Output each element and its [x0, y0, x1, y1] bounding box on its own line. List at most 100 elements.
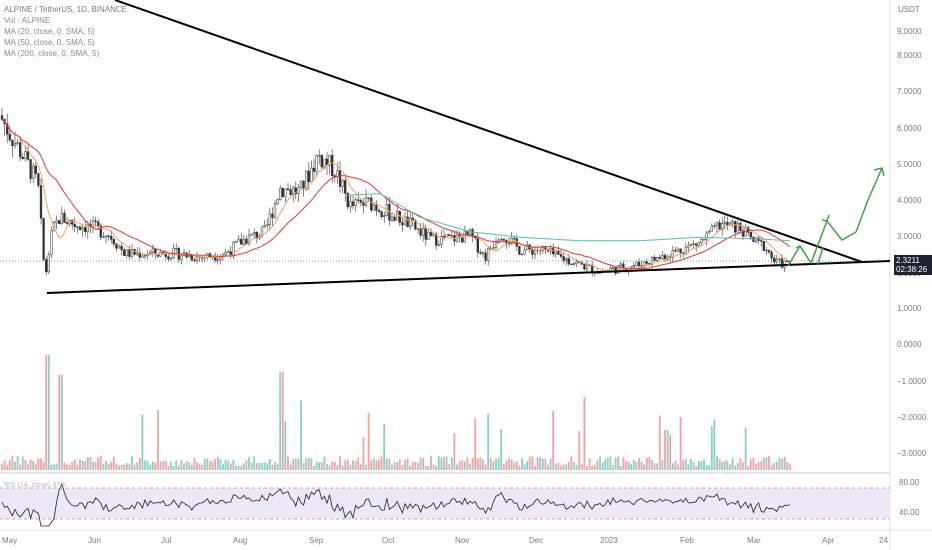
- candle-body: [377, 210, 381, 213]
- volume-bar: [354, 460, 357, 470]
- ma50-line: [1, 119, 791, 270]
- volume-bar: [289, 464, 292, 470]
- volume-bar: [258, 462, 261, 470]
- candle-body: [63, 212, 66, 223]
- rsi-legend[interactable]: RSI (14, close) 37.5: [4, 482, 66, 489]
- volume-bar: [510, 459, 513, 470]
- volume-bar: [245, 460, 248, 470]
- candle-body: [393, 216, 396, 221]
- candle-body: [687, 245, 690, 248]
- candle-body: [136, 252, 139, 255]
- candle-body: [318, 155, 321, 157]
- volume-bar: [445, 456, 448, 470]
- volume-bar: [583, 397, 586, 470]
- candle-body: [247, 234, 251, 244]
- time-tick: Dec: [529, 536, 543, 545]
- volume-bar: [697, 461, 700, 470]
- candle-body: [315, 155, 318, 172]
- candle-body: [216, 258, 219, 261]
- candle-body: [169, 257, 173, 260]
- volume-bar: [458, 461, 461, 470]
- volume-bar: [237, 465, 240, 470]
- candle-body: [271, 213, 274, 218]
- volume-bar: [635, 461, 638, 470]
- candle-body: [123, 249, 126, 256]
- volume-bar: [307, 457, 310, 470]
- candle-body: [294, 187, 297, 194]
- candle-body: [312, 167, 316, 172]
- volume-bar: [320, 462, 323, 470]
- legend-ma200[interactable]: MA (200, close, 0, SMA, 5): [4, 49, 100, 58]
- volume-bar: [185, 461, 188, 470]
- legend-ma50[interactable]: MA (50, close, 0, SMA, 5): [4, 38, 95, 47]
- volume-bar: [768, 456, 770, 470]
- volume-bar: [24, 459, 27, 470]
- volume-bar: [302, 463, 305, 470]
- candle-body: [437, 244, 440, 246]
- candle-body: [151, 248, 154, 253]
- candle-body: [180, 255, 183, 260]
- candle-body: [780, 258, 784, 268]
- candle-body: [427, 232, 430, 240]
- rsi-axis[interactable]: 80.00 40.00: [899, 478, 920, 517]
- candle-body: [645, 261, 648, 264]
- candle-body: [24, 151, 27, 159]
- volume-bar: [37, 458, 40, 470]
- ma200-line: [344, 193, 791, 242]
- lower-trendline[interactable]: [46, 260, 891, 294]
- volume-bar: [133, 464, 136, 470]
- projection-breakout[interactable]: [855, 167, 883, 233]
- volume-bar: [177, 465, 180, 470]
- volume-bar: [336, 465, 339, 470]
- volume-bar: [370, 459, 373, 470]
- candle-body: [637, 261, 641, 266]
- volume-bar: [297, 458, 300, 470]
- candle-body: [487, 248, 490, 261]
- volume-bar: [463, 461, 466, 470]
- upper-trendline[interactable]: [114, 0, 863, 263]
- candle-body: [73, 224, 76, 227]
- volume-bar: [279, 372, 282, 470]
- volume-bar: [170, 461, 172, 470]
- volume-bar: [362, 437, 365, 470]
- legend-ma20[interactable]: MA (20, close, 0, SMA, 5): [4, 27, 95, 36]
- candle-body: [333, 175, 336, 178]
- candle-body: [255, 232, 258, 239]
- volume-bar: [679, 417, 682, 470]
- volume-bar: [138, 458, 141, 470]
- volume-bar: [1, 463, 3, 470]
- candle-body: [39, 185, 43, 219]
- volume-bar: [596, 460, 599, 470]
- volume-bar: [53, 464, 55, 470]
- volume-bar: [422, 457, 425, 470]
- volume-bar: [518, 465, 521, 470]
- volume-bar: [536, 457, 539, 470]
- volume-bar: [612, 464, 614, 470]
- volume-bar: [240, 465, 243, 470]
- candle-body: [167, 256, 170, 260]
- volume-bar: [713, 419, 716, 470]
- candle-body: [731, 221, 734, 224]
- candle-body: [760, 240, 763, 242]
- candle-body: [523, 249, 526, 255]
- candle-body: [583, 264, 586, 270]
- volume-bar: [227, 460, 230, 470]
- price-axis[interactable]: USDT 9.0000 8.0000 7.0000 6.0000 5.0000 …: [897, 5, 927, 458]
- candle-body: [559, 254, 563, 257]
- candle-body: [718, 222, 721, 230]
- volume-bar: [497, 457, 500, 470]
- candle-body: [112, 239, 115, 245]
- legend-vol[interactable]: Vol · ALPINE: [4, 16, 51, 25]
- volume-bar: [326, 463, 328, 470]
- volume-bar: [92, 461, 94, 470]
- volume-bar: [409, 465, 412, 470]
- symbol-title[interactable]: ALPINE / TetherUS, 1D, BINANCE: [4, 5, 128, 14]
- projection-path[interactable]: [787, 219, 857, 267]
- candle-body: [21, 156, 24, 159]
- volume-bar: [372, 458, 375, 470]
- volume-bar: [328, 465, 331, 470]
- volume-bar: [783, 456, 786, 470]
- time-axis[interactable]: May Jun Jul Aug Sep Oct Nov Dec 2023 Feb…: [2, 536, 888, 545]
- volume-bar: [692, 461, 695, 470]
